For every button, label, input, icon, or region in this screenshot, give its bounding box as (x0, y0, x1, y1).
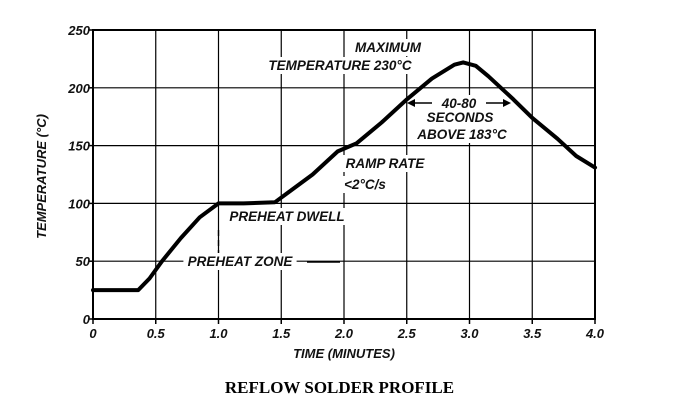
y-tick-label: 200 (67, 81, 90, 96)
x-tick-label: 2.5 (397, 326, 417, 341)
above-temp-label-bg (409, 126, 515, 143)
plot-area-frame (92, 29, 596, 320)
profile-line (91, 60, 597, 293)
max-temp-label-bg (261, 57, 419, 74)
preheat-zone-label: PREHEAT ZONE (188, 254, 294, 269)
x-tick-label: 3.5 (523, 326, 542, 341)
preheat-dwell-label-bg (226, 208, 348, 225)
seconds-range-label: 40-80 (441, 96, 477, 111)
above-temp-label: ABOVE 183°C (416, 127, 507, 142)
reflow-chart: 0 0.5 1.0 1.5 2.0 2.5 3.0 3.5 4.0 0 50 100 150 200 25… (34, 23, 605, 361)
ramp-rate-label-bg (341, 155, 429, 172)
x-tick-label: 2.0 (334, 326, 354, 341)
x-tick-labels: 0 0.5 1.0 1.5 2.0 2.5 3.0 3.5 4.0 (89, 326, 604, 341)
arrow-left-icon (407, 99, 415, 107)
figure-caption: REFLOW SOLDER PROFILE (224, 378, 455, 397)
preheat-zone-label-bg (183, 253, 297, 270)
x-tick-label: 0.5 (147, 326, 166, 341)
y-tick-label: 50 (76, 254, 91, 269)
seconds-label: SECONDS (427, 110, 494, 125)
arrow-right-icon (503, 99, 511, 107)
maximum-label-bg (352, 39, 424, 56)
x-axis-label: TIME (MINUTES) (293, 346, 395, 361)
maximum-label: MAXIMUM (355, 40, 422, 55)
x-tick-label: 1.5 (272, 326, 291, 341)
x-tick-label: 1.0 (209, 326, 228, 341)
ramp-rate-label: RAMP RATE (346, 156, 426, 171)
ramp-value-label: <2°C/s (344, 177, 386, 192)
preheat-dwell-label: PREHEAT DWELL (229, 209, 344, 224)
x-tick-label: 3.0 (460, 326, 479, 341)
y-tick-label: 100 (68, 196, 90, 211)
seconds-range-label-bg (432, 95, 486, 112)
max-temp-label: TEMPERATURE 230°C (268, 58, 411, 73)
y-tick-label: 150 (68, 139, 90, 154)
x-tick-label: 0 (89, 326, 97, 341)
seconds-label-bg (424, 109, 496, 126)
x-tick-label: 4.0 (585, 326, 605, 341)
y-tick-label: 0 (83, 312, 91, 327)
y-axis-label: TEMPERATURE (°C) (34, 114, 49, 239)
ramp-value-label-bg (334, 176, 396, 193)
y-tick-labels: 0 50 100 150 200 250 (67, 23, 90, 327)
y-tick-label: 250 (67, 23, 90, 38)
